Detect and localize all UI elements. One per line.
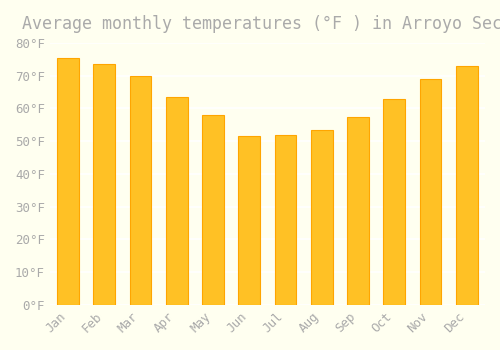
Bar [202,115,224,305]
Bar [130,76,152,305]
Title: Average monthly temperatures (°F ) in Arroyo Seco: Average monthly temperatures (°F ) in Ar… [22,15,500,33]
Bar [347,117,369,305]
Bar [166,97,188,305]
Bar [311,130,332,305]
Bar [384,99,405,305]
Bar [238,136,260,305]
Bar [94,64,115,305]
Bar [274,135,296,305]
Bar [420,79,442,305]
Bar [57,58,79,305]
Bar [456,66,477,305]
